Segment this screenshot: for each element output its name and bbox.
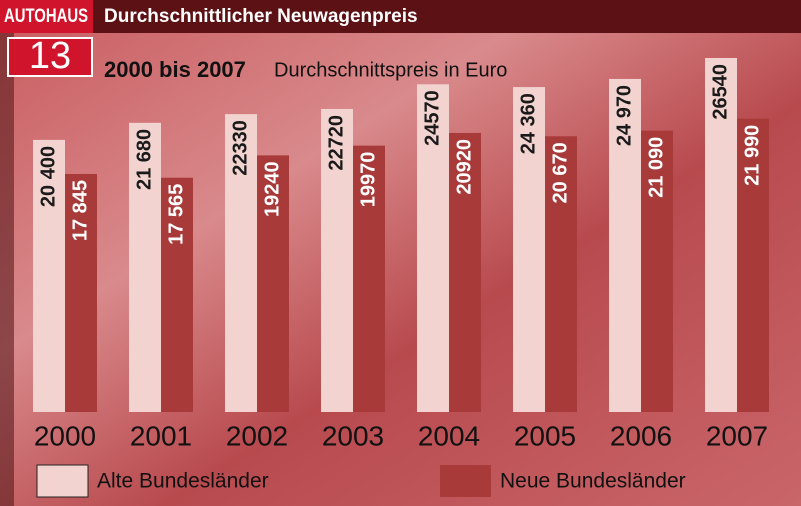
chart-subtitle: Durchschnittspreis in Euro: [274, 59, 507, 81]
x-tick-label: 2002: [226, 420, 288, 451]
value-label: 22330: [229, 120, 251, 176]
value-label: 17 845: [69, 180, 91, 241]
value-label: 20920: [453, 139, 475, 195]
brand: AUTOHAUS: [4, 6, 88, 27]
value-label: 20 670: [549, 142, 571, 203]
x-tick-label: 2005: [514, 420, 576, 451]
value-label: 24 970: [613, 85, 635, 146]
issue-number: 13: [29, 35, 71, 77]
x-tick-label: 2004: [418, 420, 480, 451]
chart: AUTOHAUS Durchschnittlicher Neuwagenprei…: [0, 0, 801, 506]
x-tick-label: 2007: [706, 420, 768, 451]
chart-title: 2000 bis 2007: [104, 57, 246, 82]
value-label: 26540: [709, 64, 731, 120]
x-tick-label: 2006: [610, 420, 672, 451]
value-label: 17 565: [165, 184, 187, 245]
value-label: 19240: [261, 161, 283, 217]
legend-label: Neue Bundesländer: [500, 470, 686, 493]
value-label: 21 990: [741, 125, 763, 186]
x-tick-label: 2000: [34, 420, 96, 451]
value-label: 24 360: [517, 93, 539, 154]
x-tick-label: 2003: [322, 420, 384, 451]
value-label: 20 400: [37, 146, 59, 207]
value-label: 21 680: [133, 129, 155, 190]
legend-swatch: [37, 465, 88, 497]
x-tick-label: 2001: [130, 420, 192, 451]
value-label: 24570: [421, 90, 443, 146]
value-label: 19970: [357, 152, 379, 208]
legend-swatch: [440, 465, 491, 497]
value-label: 22720: [325, 115, 347, 171]
legend-label: Alte Bundesländer: [97, 470, 269, 493]
value-label: 21 090: [645, 137, 667, 198]
header-title: Durchschnittlicher Neuwagenpreis: [104, 6, 418, 27]
